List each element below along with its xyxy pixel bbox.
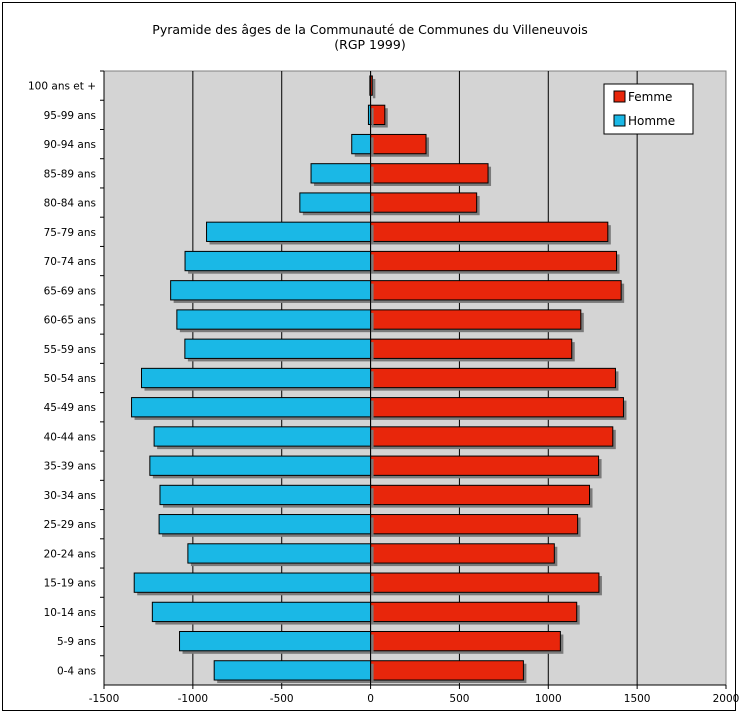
bar-femme bbox=[370, 484, 591, 506]
x-tick-label: 2000 bbox=[713, 693, 740, 705]
x-tick-label: 500 bbox=[449, 693, 469, 705]
legend-label-homme: Homme bbox=[628, 114, 675, 128]
bar-homme bbox=[206, 221, 372, 242]
y-tick-label: 55-59 ans bbox=[44, 344, 96, 356]
bar-femme bbox=[370, 163, 489, 184]
y-tick-label: 0-4 ans bbox=[57, 665, 96, 677]
y-tick-label: 40-44 ans bbox=[44, 431, 96, 443]
bar-homme bbox=[176, 309, 372, 330]
legend-swatch-homme bbox=[613, 114, 626, 127]
bar-homme bbox=[170, 280, 372, 301]
bar-femme bbox=[370, 250, 618, 272]
bar-homme bbox=[184, 338, 372, 359]
bar-homme bbox=[351, 133, 372, 155]
chart-subtitle: (RGP 1999) bbox=[334, 37, 406, 52]
y-tick-label: 75-79 ans bbox=[44, 227, 96, 239]
bar-homme bbox=[140, 367, 372, 389]
x-tick-label: -1500 bbox=[89, 693, 120, 705]
bar-homme bbox=[159, 484, 372, 506]
x-tick-label: 1500 bbox=[624, 693, 651, 705]
bar-femme bbox=[370, 397, 624, 418]
y-tick-label: 35-39 ans bbox=[44, 461, 96, 473]
bar-homme bbox=[133, 572, 372, 593]
y-tick-label: 25-29 ans bbox=[44, 519, 96, 531]
bar-femme bbox=[370, 338, 573, 359]
bar-homme bbox=[184, 250, 372, 272]
x-tick-label: 0 bbox=[367, 693, 374, 705]
y-tick-label: 95-99 ans bbox=[44, 110, 96, 122]
y-tick-label: 80-84 ans bbox=[44, 198, 96, 210]
y-tick-label: 50-54 ans bbox=[44, 373, 96, 385]
bar-shadow bbox=[372, 78, 374, 99]
y-tick-label: 85-89 ans bbox=[44, 168, 96, 180]
bar-femme bbox=[370, 514, 579, 535]
bar-homme bbox=[179, 630, 372, 652]
bar-femme bbox=[370, 133, 427, 155]
x-tick-label: -500 bbox=[270, 693, 294, 705]
bar-femme bbox=[370, 455, 600, 476]
bar-femme bbox=[370, 660, 524, 681]
bar-homme bbox=[153, 426, 372, 447]
bar-femme bbox=[370, 426, 614, 447]
bar-homme bbox=[151, 601, 372, 623]
bar-femme bbox=[370, 192, 478, 213]
y-tick-label: 5-9 ans bbox=[57, 636, 96, 648]
bar-homme bbox=[158, 514, 372, 535]
bar-homme bbox=[310, 163, 372, 184]
x-tick-label: 1000 bbox=[535, 693, 562, 705]
y-tick-label: 60-65 ans bbox=[44, 315, 96, 327]
y-tick-label: 70-74 ans bbox=[44, 256, 96, 268]
bar-shadow bbox=[371, 108, 374, 128]
y-tick-label: 20-24 ans bbox=[44, 548, 96, 560]
y-tick-label: 100 ans et + bbox=[28, 81, 96, 93]
bar-femme bbox=[370, 221, 609, 242]
y-tick-label: 65-69 ans bbox=[44, 285, 96, 297]
y-tick-label: 10-14 ans bbox=[44, 607, 96, 619]
legend-label-femme: Femme bbox=[628, 90, 672, 104]
y-tick-label: 90-94 ans bbox=[44, 139, 96, 151]
bar-femme bbox=[370, 367, 616, 389]
legend-swatch-femme bbox=[613, 90, 626, 103]
bar-femme bbox=[370, 309, 582, 330]
bar-femme bbox=[370, 543, 555, 564]
bar-shadow bbox=[373, 78, 376, 99]
bar-femme bbox=[370, 630, 561, 652]
bar-homme bbox=[131, 397, 372, 418]
chart-title: Pyramide des âges de la Communauté de Co… bbox=[152, 22, 588, 37]
y-tick-label: 45-49 ans bbox=[44, 402, 96, 414]
y-tick-label: 15-19 ans bbox=[44, 578, 96, 590]
y-tick-label: 30-34 ans bbox=[44, 490, 96, 502]
bar-homme bbox=[213, 660, 372, 681]
bar-homme bbox=[149, 455, 372, 476]
bar-femme bbox=[370, 572, 600, 593]
bar-homme bbox=[299, 192, 372, 213]
x-tick-label: -1000 bbox=[178, 693, 209, 705]
bar-homme bbox=[187, 543, 372, 564]
bar-femme bbox=[370, 280, 622, 301]
bar-femme bbox=[370, 601, 578, 623]
